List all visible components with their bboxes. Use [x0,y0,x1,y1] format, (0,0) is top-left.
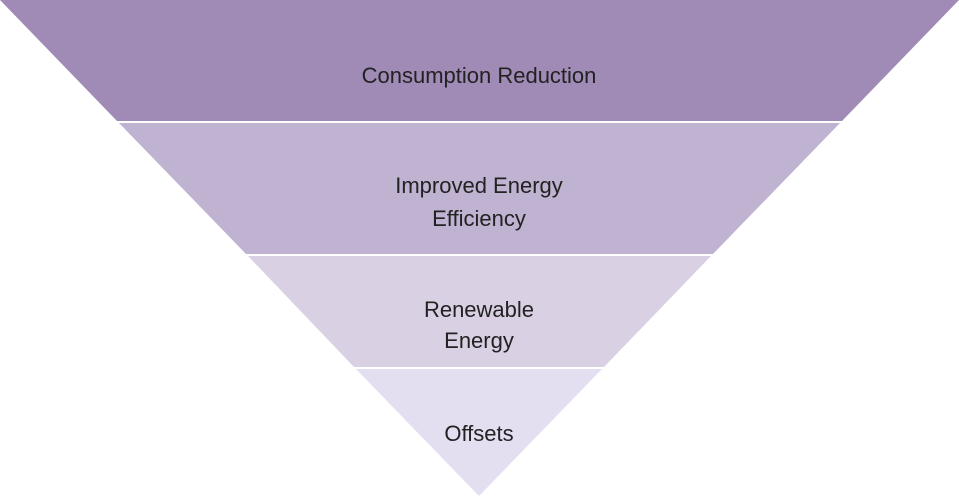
level-band [356,369,602,496]
level-label: Consumption Reduction [362,63,597,88]
level-label: Energy [444,328,514,353]
level-band [248,256,711,367]
level-label: Renewable [424,297,534,322]
level-label: Offsets [444,421,513,446]
level-label: Improved Energy [395,173,563,198]
level-band [119,123,840,254]
level-label: Efficiency [432,206,526,231]
level-band [0,0,959,121]
